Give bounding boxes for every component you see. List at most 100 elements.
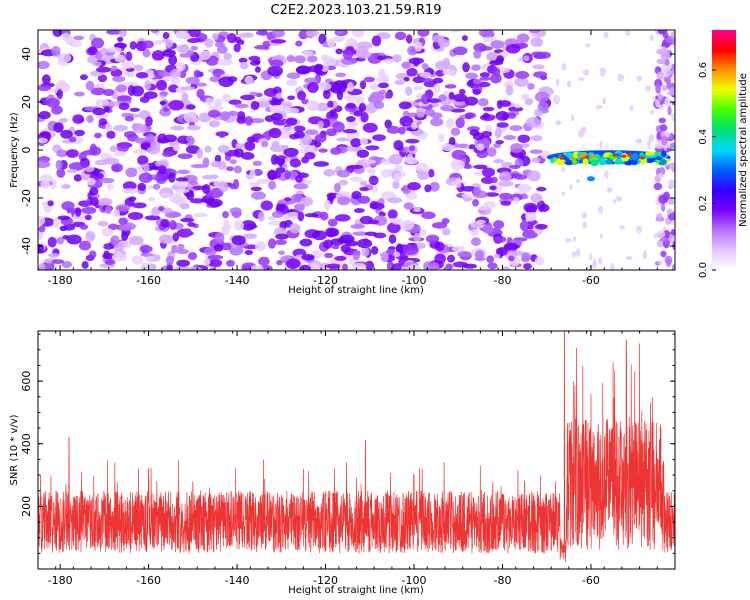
heatmap-cell bbox=[293, 125, 306, 133]
y-tick-label: -40 bbox=[20, 237, 33, 255]
heatmap-cell bbox=[234, 220, 244, 231]
heatmap-cell bbox=[225, 224, 232, 229]
heatmap-cell bbox=[602, 97, 607, 105]
x-tick-label: -100 bbox=[402, 574, 427, 587]
heatmap-cell bbox=[250, 100, 260, 110]
heatmap-cell bbox=[255, 30, 269, 36]
heatmap-cell bbox=[193, 212, 208, 218]
heatmap-cell bbox=[336, 169, 351, 178]
heatmap-cell bbox=[586, 265, 593, 270]
heatmap-cell bbox=[38, 110, 51, 120]
heatmap-cell bbox=[185, 76, 200, 85]
heatmap-cell bbox=[441, 143, 456, 151]
heatmap-cell bbox=[173, 181, 188, 187]
heatmap-cell bbox=[184, 228, 192, 237]
heatmap-cell bbox=[121, 231, 129, 241]
heatmap-cell bbox=[210, 160, 222, 168]
heatmap-cell bbox=[502, 112, 509, 121]
heatmap-cell bbox=[470, 237, 481, 247]
heatmap-cell bbox=[175, 177, 189, 182]
heatmap-cell bbox=[82, 149, 97, 156]
heatmap-cell bbox=[72, 35, 85, 41]
heatmap-cell bbox=[318, 148, 328, 153]
heatmap-cell bbox=[250, 191, 267, 200]
heatmap-cell bbox=[411, 121, 418, 130]
heatmap-cell bbox=[625, 255, 633, 261]
heatmap-cell bbox=[274, 239, 288, 245]
signal-peak bbox=[559, 156, 565, 160]
heatmap-cell bbox=[208, 105, 224, 111]
heatmap-cell bbox=[268, 180, 277, 190]
snr-y-axis: 200 400 600 bbox=[20, 333, 675, 570]
heatmap-cell bbox=[317, 120, 324, 130]
x-tick-label: -180 bbox=[48, 274, 73, 287]
heatmap-cell bbox=[519, 143, 530, 148]
heatmap-cell bbox=[426, 98, 442, 104]
snr-series-line bbox=[38, 331, 675, 563]
heatmap-cell bbox=[422, 78, 434, 83]
colorbar-ticks: 0.0 0.2 0.4 0.6 bbox=[698, 62, 716, 278]
heatmap-cell bbox=[38, 60, 50, 70]
heatmap-cell bbox=[615, 195, 622, 202]
heatmap-cell bbox=[126, 71, 135, 78]
heatmap-cell bbox=[489, 60, 504, 66]
x-tick-label: -80 bbox=[493, 574, 511, 587]
heatmap-cell bbox=[431, 221, 448, 229]
heatmap-cell bbox=[185, 145, 201, 154]
heatmap-cell bbox=[576, 178, 581, 184]
heatmap-cell bbox=[381, 169, 392, 178]
heatmap-cell bbox=[365, 145, 380, 151]
heatmap-cell bbox=[179, 53, 192, 58]
heatmap-cell bbox=[663, 229, 671, 240]
signal-peak bbox=[590, 154, 596, 158]
heatmap-cell bbox=[657, 93, 663, 100]
heatmap-cell bbox=[233, 43, 241, 53]
heatmap-cell bbox=[132, 123, 147, 134]
signal-cell bbox=[629, 159, 638, 165]
heatmap-cell bbox=[599, 233, 604, 239]
heatmap-cell bbox=[494, 127, 502, 139]
heatmap-cell bbox=[89, 197, 99, 207]
signal-cell bbox=[630, 153, 639, 161]
heatmap-cell bbox=[209, 174, 219, 180]
heatmap-cell bbox=[405, 34, 413, 44]
heatmap-cell bbox=[342, 128, 358, 134]
heatmap-cell bbox=[93, 132, 102, 139]
heatmap-cell bbox=[225, 259, 235, 267]
heatmap-cell bbox=[662, 31, 669, 39]
heatmap-cell bbox=[66, 168, 78, 173]
heatmap-cell bbox=[444, 84, 457, 89]
heatmap-cell bbox=[185, 189, 195, 201]
heatmap-cell bbox=[114, 243, 124, 253]
heatmap-cell bbox=[285, 79, 298, 87]
heatmap-cell bbox=[349, 176, 363, 182]
heatmap-cell bbox=[415, 162, 429, 174]
heatmap-cell bbox=[61, 184, 71, 189]
heatmap-cell bbox=[123, 130, 137, 138]
heatmap-cell bbox=[300, 196, 314, 207]
heatmap-cell bbox=[295, 40, 303, 47]
heatmap-cell bbox=[51, 45, 61, 57]
heatmap-cell bbox=[186, 124, 201, 131]
heatmap-cell bbox=[269, 59, 284, 68]
heatmap-cell bbox=[170, 125, 185, 131]
heatmap-cell bbox=[598, 256, 603, 265]
heatmap-cell bbox=[299, 264, 312, 270]
heatmap-cell bbox=[319, 211, 329, 221]
heatmap-cell bbox=[406, 112, 419, 118]
heatmap-cell bbox=[655, 213, 664, 221]
heatmap-cell bbox=[38, 225, 46, 233]
heatmap-cell bbox=[331, 245, 340, 250]
heatmap-cell bbox=[204, 145, 212, 153]
heatmap-cell bbox=[158, 205, 165, 212]
heatmap-cell bbox=[581, 212, 588, 219]
heatmap-cell bbox=[287, 95, 296, 101]
heatmap-cell bbox=[666, 197, 675, 205]
heatmap-cell bbox=[649, 109, 654, 115]
heatmap-cell bbox=[351, 263, 367, 270]
heatmap-cell bbox=[271, 30, 285, 38]
heatmap-cell bbox=[51, 259, 65, 265]
heatmap-cell bbox=[670, 31, 675, 39]
heatmap-cell bbox=[523, 55, 530, 62]
heatmap-cell bbox=[235, 142, 244, 149]
